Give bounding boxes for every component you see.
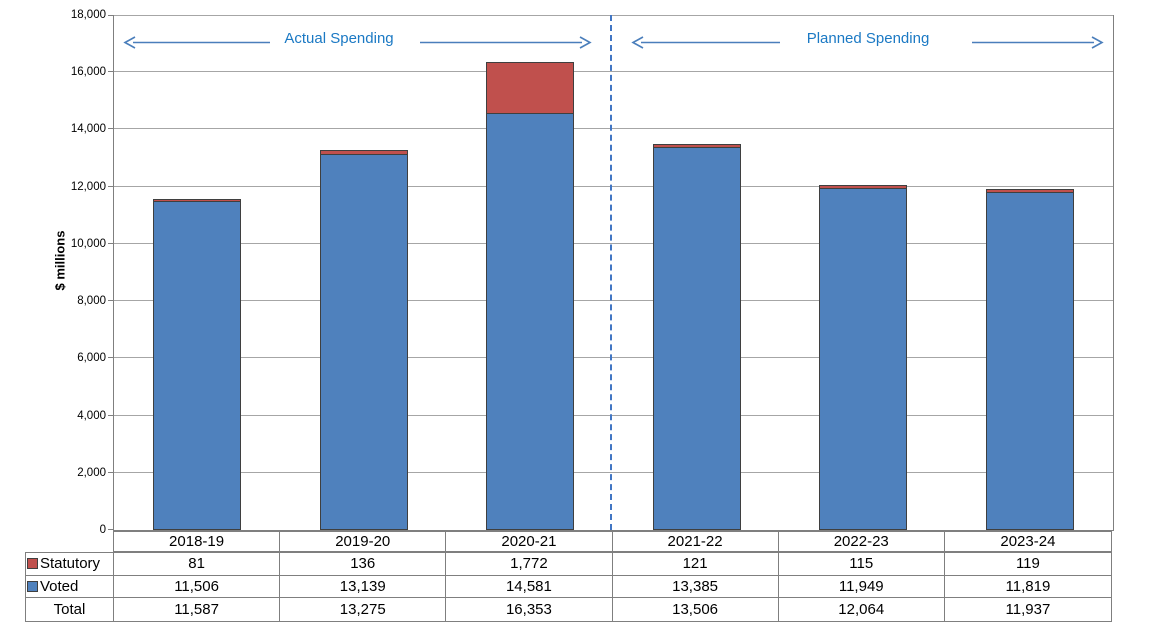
value-cell-statutory-2019-20: 136 [280,553,447,576]
bar-statutory-2023-24 [985,189,1074,193]
value-cell-total-2018-19: 11,587 [114,598,281,621]
planned-left-arrow-icon [631,36,780,49]
y-axis-tick [108,128,113,130]
y-axis-tick-label: 0 [99,524,106,536]
actual-spending-label: Actual Spending [284,30,394,47]
y-axis-tick-label: 6,000 [77,352,106,365]
table-year-header-row: 2018-19 2019-20 2020-21 2021-22 2022-23 2023-… [113,531,1112,552]
value-cell-statutory-2023-24: 119 [944,553,1111,576]
year-header-cell: 2019-20 [280,532,447,551]
planned-right-arrow-icon [972,36,1104,49]
gridline [114,357,1113,359]
value-cell-statutory-2020-21: 1,772 [446,553,613,576]
value-cell-voted-2021-22: 13,385 [612,575,779,599]
value-cell-statutory-2018-19: 81 [114,553,281,576]
data-table: 2018-19 2019-20 2020-21 2021-22 2022-23 2023-… [25,531,1112,622]
bar-voted-2023-24 [985,192,1074,530]
bar-voted-2020-21 [486,113,575,530]
legend-swatch-statutory-icon [27,558,38,570]
value-cell-voted-2019-20: 13,139 [280,575,447,599]
bar-voted-2019-20 [319,154,408,530]
legend-swatch-voted-icon [27,580,38,592]
y-axis-tick [108,357,113,359]
row-label-total: Total [26,598,114,621]
bar-voted-2021-22 [652,147,741,530]
y-axis-tick-label: 10,000 [70,237,106,250]
bar-statutory-2020-21 [486,62,575,114]
row-label-statutory: Statutory [26,553,114,576]
gridline [114,185,1113,187]
gridline [114,15,1113,16]
gridline [114,471,1113,473]
bar-voted-2018-19 [153,201,242,530]
gridline [114,414,1113,416]
planned-spending-label: Planned Spending [806,30,930,47]
y-axis-tick-label: 2,000 [77,466,106,479]
plot-area: 0 2,000 4,000 6,000 8,000 10,000 12,000 14,000 1… [71,9,1114,536]
row-label-text: Statutory [40,555,101,573]
year-header-cell: 2020-21 [446,532,613,551]
value-cell-voted-2018-19: 11,506 [114,575,281,599]
y-axis-tick-label: 14,000 [70,123,106,136]
value-cell-total-2023-24: 11,937 [1005,601,1051,619]
y-axis-tick-label: 4,000 [77,409,106,422]
gridline [114,128,1113,130]
y-axis-tick-label: 18,000 [70,9,106,21]
value-cell-total-2019-20: 13,275 [280,598,447,621]
value-cell-total-2022-23: 12,064 [779,598,945,621]
value-cell-voted-2020-21: 14,581 [446,575,613,599]
actual-planned-separator-line [610,15,612,530]
actual-left-arrow-icon [123,36,270,49]
value-cell-voted-2023-24: 11,819 [944,576,1111,599]
y-axis-tick [108,529,113,530]
y-axis-tick [108,300,113,302]
y-axis-tick [108,242,113,244]
y-axis-tick-label: 16,000 [70,66,106,79]
gridline [114,71,1113,73]
row-label-text: Total [53,601,86,619]
y-axis-tick [108,414,113,416]
value-cell-total-2020-21: 16,353 [446,598,613,621]
year-header-cell: 2021-22 [613,532,779,551]
table-body: Statutory 81 136 1,772 121 115 119 Voted 11,506 1… [25,552,1112,622]
y-axis-tick [108,185,113,187]
year-header-cell: 2018-19 [114,532,281,551]
actual-right-arrow-icon [420,36,592,49]
row-label-text: Voted [40,577,79,595]
value-cell-voted-2022-23: 11,949 [778,575,945,599]
gridline [114,300,1113,302]
y-axis-tick-label: 12,000 [70,180,106,193]
bar-statutory-2022-23 [819,185,908,189]
year-header-cell: 2022-23 [779,532,945,551]
value-cell-total-2021-22: 13,506 [613,598,779,621]
value-cell-statutory-2022-23: 115 [778,553,945,576]
value-cell-statutory-2021-22: 121 [612,553,779,576]
y-axis-tick [108,15,113,16]
bar-voted-2022-23 [819,188,908,530]
bar-statutory-2019-20 [319,150,408,155]
y-axis-tick-label: 8,000 [77,295,106,308]
row-label-voted: Voted [26,575,114,599]
y-axis-tick [108,471,113,473]
bar-statutory-2021-22 [652,144,741,148]
gridline [114,242,1113,244]
y-axis-tick [108,71,113,73]
bar-statutory-2018-19 [153,199,242,202]
year-header-cell: 2023-24 [1000,533,1056,550]
